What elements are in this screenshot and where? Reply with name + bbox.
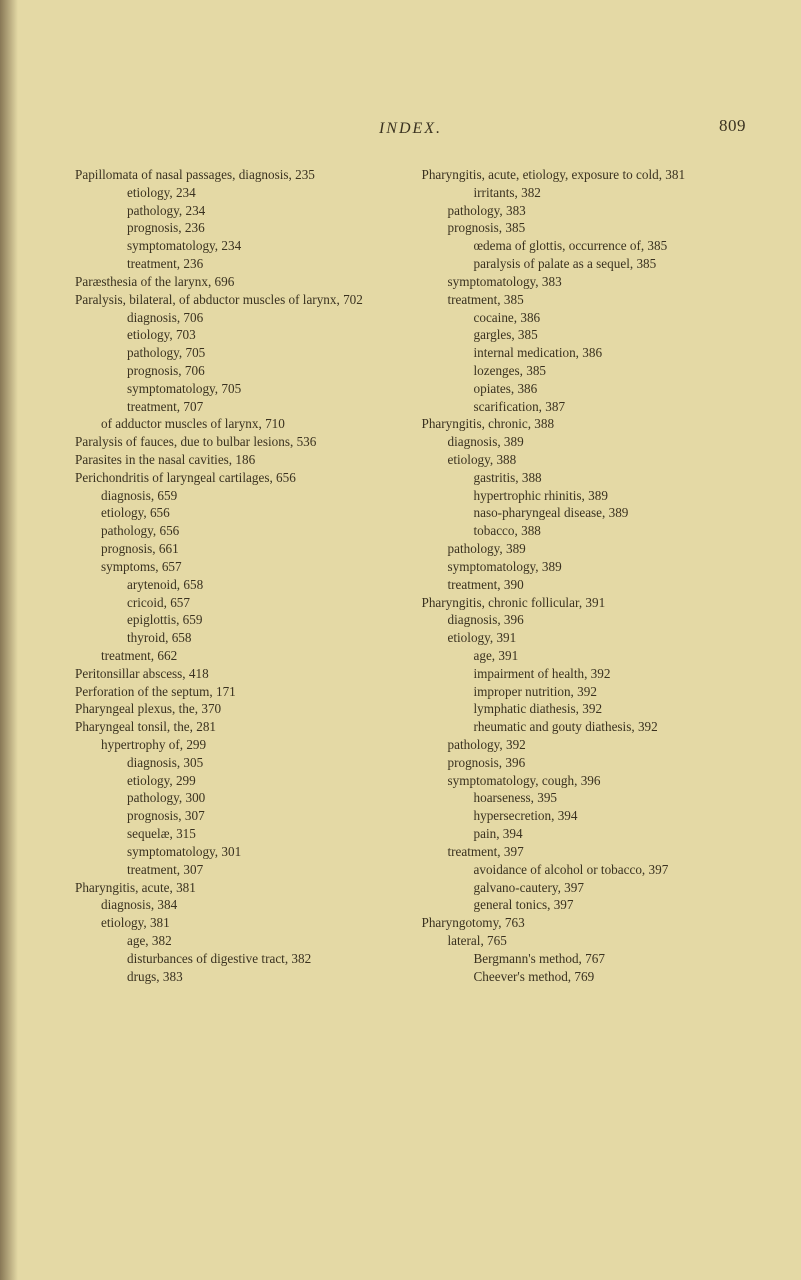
index-entry: sequelæ, 315: [127, 825, 400, 843]
index-entry: treatment, 707: [127, 398, 400, 416]
index-entry: treatment, 236: [127, 255, 400, 273]
index-entry: diagnosis, 389: [448, 433, 747, 451]
index-entry: arytenoid, 658: [127, 576, 400, 594]
index-entry: hoarseness, 395: [474, 789, 747, 807]
index-entry: tobacco, 388: [474, 522, 747, 540]
index-entry: hypertrophic rhinitis, 389: [474, 487, 747, 505]
page: INDEX. 809 Papillomata of nasal passages…: [0, 0, 801, 1025]
index-entry: lateral, 765: [448, 932, 747, 950]
index-entry: prognosis, 396: [448, 754, 747, 772]
index-entry: symptoms, 657: [101, 558, 400, 576]
index-entry: treatment, 390: [448, 576, 747, 594]
index-entry: Peritonsillar abscess, 418: [75, 665, 400, 683]
index-entry: symptomatology, cough, 396: [448, 772, 747, 790]
index-entry: œdema of glottis, occurrence of, 385: [474, 237, 747, 255]
index-entry: treatment, 307: [127, 861, 400, 879]
index-entry: diagnosis, 305: [127, 754, 400, 772]
index-entry: Pharyngeal tonsil, the, 281: [75, 718, 400, 736]
index-entry: prognosis, 307: [127, 807, 400, 825]
index-entry: pathology, 392: [448, 736, 747, 754]
index-entry: Pharyngitis, acute, 381: [75, 879, 400, 897]
index-entry: Pharyngitis, chronic, 388: [422, 415, 747, 433]
index-entry: Cheever's method, 769: [474, 968, 747, 986]
index-entry: general tonics, 397: [474, 896, 747, 914]
index-entry: symptomatology, 389: [448, 558, 747, 576]
index-entry: Bergmann's method, 767: [474, 950, 747, 968]
index-entry: pathology, 656: [101, 522, 400, 540]
index-entry: etiology, 703: [127, 326, 400, 344]
index-entry: symptomatology, 234: [127, 237, 400, 255]
index-entry: etiology, 656: [101, 504, 400, 522]
index-entry: Paræsthesia of the larynx, 696: [75, 273, 400, 291]
index-entry: opiates, 386: [474, 380, 747, 398]
index-entry: etiology, 234: [127, 184, 400, 202]
index-entry: Pharyngotomy, 763: [422, 914, 747, 932]
index-entry: avoidance of alcohol or tobacco, 397: [474, 861, 747, 879]
index-entry: drugs, 383: [127, 968, 400, 986]
index-entry: gastritis, 388: [474, 469, 747, 487]
index-entry: Paralysis, bilateral, of abductor muscle…: [75, 291, 400, 309]
index-entry: etiology, 299: [127, 772, 400, 790]
index-columns: Papillomata of nasal passages, diagnosis…: [75, 166, 746, 985]
index-entry: Pharyngitis, chronic follicular, 391: [422, 594, 747, 612]
index-entry: diagnosis, 396: [448, 611, 747, 629]
index-entry: galvano-cautery, 397: [474, 879, 747, 897]
index-entry: epiglottis, 659: [127, 611, 400, 629]
index-entry: diagnosis, 659: [101, 487, 400, 505]
index-entry: treatment, 397: [448, 843, 747, 861]
index-entry: treatment, 385: [448, 291, 747, 309]
index-entry: age, 391: [474, 647, 747, 665]
index-entry: internal medication, 386: [474, 344, 747, 362]
index-entry: etiology, 391: [448, 629, 747, 647]
index-entry: etiology, 388: [448, 451, 747, 469]
index-entry: prognosis, 661: [101, 540, 400, 558]
index-entry: prognosis, 706: [127, 362, 400, 380]
page-header: INDEX. 809: [75, 120, 746, 138]
left-column: Papillomata of nasal passages, diagnosis…: [75, 166, 400, 985]
index-entry: thyroid, 658: [127, 629, 400, 647]
index-entry: pathology, 300: [127, 789, 400, 807]
index-entry: lozenges, 385: [474, 362, 747, 380]
index-entry: Perforation of the septum, 171: [75, 683, 400, 701]
index-entry: irritants, 382: [474, 184, 747, 202]
index-entry: cocaine, 386: [474, 309, 747, 327]
index-entry: pathology, 705: [127, 344, 400, 362]
index-entry: pain, 394: [474, 825, 747, 843]
index-entry: pathology, 383: [448, 202, 747, 220]
index-entry: pathology, 389: [448, 540, 747, 558]
index-entry: age, 382: [127, 932, 400, 950]
index-entry: symptomatology, 705: [127, 380, 400, 398]
index-entry: Pharyngitis, acute, etiology, exposure t…: [422, 166, 747, 184]
index-entry: diagnosis, 706: [127, 309, 400, 327]
index-entry: prognosis, 236: [127, 219, 400, 237]
index-entry: Perichondritis of laryngeal cartilages, …: [75, 469, 400, 487]
index-entry: symptomatology, 301: [127, 843, 400, 861]
index-entry: disturbances of digestive tract, 382: [127, 950, 400, 968]
header-pageno: 809: [719, 116, 746, 136]
index-entry: diagnosis, 384: [101, 896, 400, 914]
index-entry: etiology, 381: [101, 914, 400, 932]
index-entry: lymphatic diathesis, 392: [474, 700, 747, 718]
index-entry: impairment of health, 392: [474, 665, 747, 683]
right-column: Pharyngitis, acute, etiology, exposure t…: [422, 166, 747, 985]
index-entry: prognosis, 385: [448, 219, 747, 237]
index-entry: symptomatology, 383: [448, 273, 747, 291]
index-entry: treatment, 662: [101, 647, 400, 665]
index-entry: gargles, 385: [474, 326, 747, 344]
index-entry: Papillomata of nasal passages, diagnosis…: [75, 166, 400, 184]
index-entry: Paralysis of fauces, due to bulbar lesio…: [75, 433, 400, 451]
index-entry: naso-pharyngeal disease, 389: [474, 504, 747, 522]
index-entry: scarification, 387: [474, 398, 747, 416]
index-entry: improper nutrition, 392: [474, 683, 747, 701]
index-entry: Parasites in the nasal cavities, 186: [75, 451, 400, 469]
index-entry: Pharyngeal plexus, the, 370: [75, 700, 400, 718]
index-entry: cricoid, 657: [127, 594, 400, 612]
index-entry: rheumatic and gouty diathesis, 392: [474, 718, 747, 736]
index-entry: hypertrophy of, 299: [101, 736, 400, 754]
index-entry: paralysis of palate as a sequel, 385: [474, 255, 747, 273]
index-entry: of adductor muscles of larynx, 710: [101, 415, 400, 433]
index-entry: hypersecretion, 394: [474, 807, 747, 825]
index-entry: pathology, 234: [127, 202, 400, 220]
header-title: INDEX.: [379, 120, 442, 138]
